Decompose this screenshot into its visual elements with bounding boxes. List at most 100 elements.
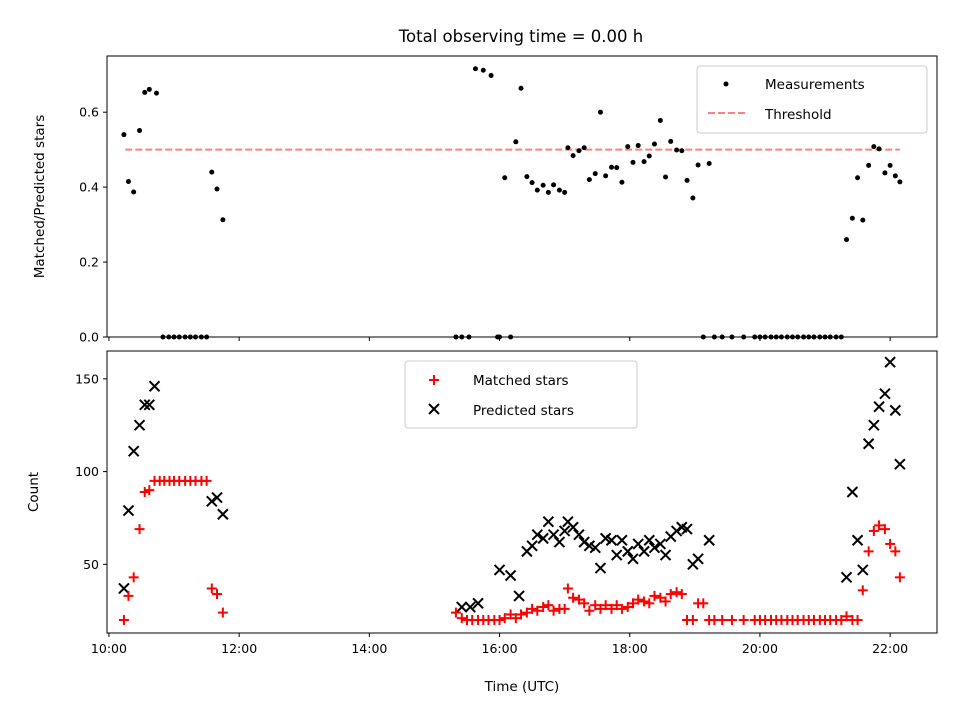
legend-predicted-marker [428, 403, 440, 415]
predicted-point [558, 525, 571, 537]
axes-frame [106, 55, 938, 338]
measurement-point [466, 334, 472, 340]
predicted-point [692, 553, 704, 565]
measurement-point [706, 161, 712, 167]
matched-point [118, 615, 129, 626]
measurement-point [565, 145, 571, 151]
matched-point [660, 596, 671, 607]
y-axis-label: Count [26, 472, 42, 512]
matched-point [450, 607, 461, 618]
measurement-point [838, 334, 844, 340]
legend-threshold-label: Threshold [764, 107, 832, 123]
matched-point [548, 605, 559, 616]
predicted-point [638, 545, 650, 558]
matched-point [139, 487, 150, 497]
measurement-point [459, 334, 465, 340]
y-tick-label: 0.0 [79, 330, 99, 345]
measurement-point [690, 195, 696, 201]
measurement-point [822, 334, 828, 340]
measurement-point [518, 85, 524, 91]
matched-point [595, 603, 606, 614]
top-axes: 0.0 0.2 0.4 0.6 Matched/Predicted stars [32, 55, 938, 345]
y-axis-label: Matched/Predicted stars [32, 115, 48, 278]
predicted-point [611, 549, 623, 561]
predicted-point [616, 534, 628, 546]
measurement-point [892, 173, 898, 179]
matched-point [879, 524, 890, 535]
y-tick-label: 0.2 [79, 255, 99, 270]
measurement-point [556, 187, 562, 193]
measurement-point [700, 334, 706, 340]
matched-point [201, 475, 212, 486]
measurement-point [121, 132, 127, 138]
matched-point [655, 592, 666, 603]
measurement-point [597, 109, 603, 115]
predicted-point [846, 486, 859, 498]
measurement-point [646, 153, 652, 159]
matched-point [857, 585, 868, 596]
measurement-point [176, 334, 182, 340]
measurement-point [166, 334, 172, 340]
measurement-point [160, 334, 166, 340]
matched-point [516, 609, 527, 620]
measurement-point [674, 147, 680, 153]
matched-point [622, 602, 633, 613]
y-tick-label: 0.4 [79, 180, 99, 195]
predicted-point [537, 532, 549, 545]
measurement-point [182, 334, 188, 340]
measurement-point [586, 177, 592, 183]
predicted-point [884, 356, 896, 368]
matched-point [894, 572, 905, 583]
matched-point [885, 538, 896, 549]
measurement-point [817, 334, 823, 340]
measurement-point [768, 334, 774, 340]
predicted-point [513, 590, 525, 602]
predicted-point [206, 495, 218, 507]
measurement-point [524, 174, 530, 180]
predicted-point [622, 545, 634, 558]
measurement-point [204, 334, 210, 340]
legend-bottom: Matched stars Predicted stars [404, 360, 638, 429]
measurement-point [641, 159, 647, 165]
measurement-point [887, 162, 893, 168]
measurement-point [684, 177, 690, 183]
measurement-point [855, 175, 861, 181]
measurement-point [540, 182, 546, 188]
measurement-point [860, 217, 866, 223]
predicted-point [578, 536, 590, 548]
matched-point [494, 615, 505, 626]
measurement-point [209, 169, 215, 175]
predicted-point [840, 571, 853, 584]
matched-point [863, 546, 874, 557]
predicted-point [654, 538, 667, 550]
measurement-point [876, 146, 882, 152]
measurement-point [131, 189, 137, 195]
measurement-point [752, 334, 758, 340]
predicted-point [133, 419, 146, 431]
measurement-point [635, 143, 641, 149]
measurement-point [651, 141, 657, 147]
matched-point [538, 602, 549, 613]
matched-point [206, 583, 217, 594]
matched-point [698, 598, 709, 609]
measurement-point [614, 165, 620, 171]
predicted-point [567, 521, 579, 533]
measurement-point [711, 334, 717, 340]
predicted-point [143, 399, 156, 411]
predicted-point [526, 540, 538, 552]
measurement-point [811, 334, 817, 340]
measurement-point [453, 334, 459, 340]
matched-point [611, 600, 622, 611]
matched-point [738, 615, 749, 626]
matched-point [559, 603, 570, 614]
matched-point [687, 615, 698, 626]
measurement-point [833, 334, 839, 340]
predicted-point [504, 569, 517, 582]
predicted-point [889, 404, 902, 417]
measurement-point [657, 117, 663, 123]
predicted-point [632, 538, 644, 550]
predicted-point [547, 528, 560, 541]
measurement-point [592, 171, 598, 177]
measurement-point [757, 334, 763, 340]
